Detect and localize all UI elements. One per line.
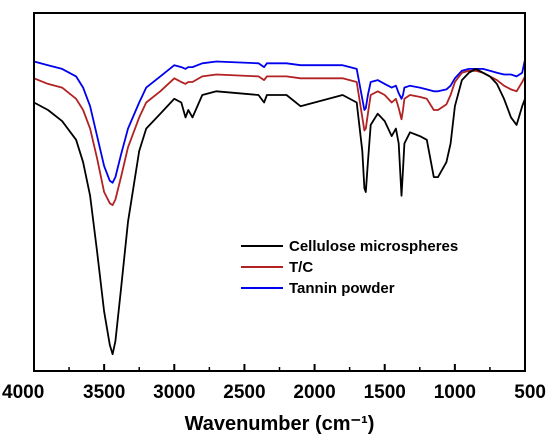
x-tick-label: 1500 [364,382,406,403]
x-tick-label: 3000 [153,382,195,403]
legend: Cellulose microspheres T/C Tannin powder [241,238,458,297]
x-axis-ticks: 4000 3500 3000 2500 2000 1500 1000 500 [2,364,546,403]
x-tick-label: 2000 [293,382,335,403]
x-axis-title: Wavenumber (cm⁻¹) [185,413,375,435]
legend-label-1: T/C [289,259,313,276]
x-tick-label: 500 [514,382,546,403]
x-tick-label: 4000 [2,382,44,403]
series-line-0 [33,68,526,356]
series-line-2 [33,59,526,184]
x-tick-label: 2500 [223,382,265,403]
x-tick-label: 1000 [434,382,476,403]
legend-label-2: Tannin powder [289,280,395,297]
plot-frame [33,12,526,372]
x-tick-label: 3500 [83,382,125,403]
legend-label-0: Cellulose microspheres [289,238,458,255]
series-layer [33,59,526,356]
series-line-1 [33,69,526,206]
